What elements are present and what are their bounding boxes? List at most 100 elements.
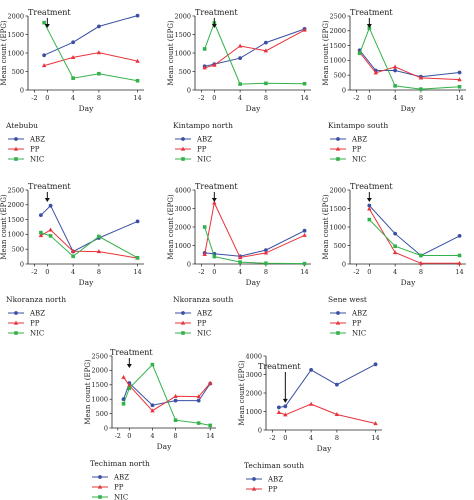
series-line-abz: [368, 205, 460, 257]
data-point-abz: [457, 70, 462, 75]
data-point-pp: [457, 77, 462, 82]
x-tick-label: 14: [300, 268, 308, 276]
x-axis-label: Day: [246, 104, 261, 113]
chart-panel-6: 0 500 1000 1500 2000 -2 0 4 8 14 Day Mean count (EP…: [322, 182, 466, 337]
series-line-pp: [204, 201, 305, 259]
treatment-label: Treatment: [110, 348, 153, 357]
y-tick-label: 1000: [174, 242, 191, 250]
data-point-pp: [263, 250, 269, 255]
y-tick-label: 0: [20, 260, 24, 268]
x-tick-label: 14: [300, 94, 308, 102]
data-point-pp: [302, 27, 307, 32]
data-point-nic: [150, 362, 155, 367]
legend-marker-pp: [251, 486, 257, 491]
treatment-label: Treatment: [195, 182, 238, 191]
x-tick-label: 4: [309, 434, 313, 442]
data-point-pp: [212, 200, 217, 205]
x-tick-label: 4: [393, 268, 397, 276]
data-point-pp: [202, 251, 207, 256]
data-point-pp: [96, 249, 102, 254]
data-point-pp: [308, 401, 314, 406]
x-tick-label: 0: [127, 432, 131, 440]
treatment-label: Treatment: [258, 362, 301, 371]
y-axis-label: Mean count (EPG): [322, 20, 330, 86]
x-axis-label: Day: [317, 444, 332, 453]
data-point-abz: [135, 13, 140, 18]
y-tick-label: 2500: [329, 12, 346, 20]
y-tick-label: 1000: [329, 223, 346, 231]
y-tick-label: 0: [187, 86, 191, 94]
data-point-nic: [419, 253, 423, 258]
chart-panel-5: 0 1000 2000 3000 4000 -2 0 4 8 14 Day Mean count (E…: [167, 182, 311, 337]
x-tick-label: 4: [150, 432, 154, 440]
legend-marker-pp: [335, 320, 341, 325]
legend-label-pp: PP: [352, 145, 362, 153]
x-axis-label: Day: [401, 104, 416, 113]
y-tick-label: 1500: [7, 216, 24, 224]
data-point-abz: [38, 213, 43, 218]
x-tick-label: 0: [212, 94, 216, 102]
y-tick-label: 0: [20, 86, 24, 94]
series-line-pp: [123, 377, 211, 412]
series-line-abz: [204, 230, 305, 257]
x-tick-label: 4: [393, 94, 397, 102]
y-axis-label: Mean count (EPG): [0, 194, 8, 260]
y-tick-label: 500: [12, 68, 24, 76]
treatment-label: Treatment: [350, 8, 393, 17]
data-point-pp: [135, 58, 140, 63]
data-point-nic: [393, 244, 397, 249]
y-tick-label: 1000: [174, 49, 191, 57]
data-point-abz: [263, 248, 268, 253]
x-tick-label: 14: [133, 268, 141, 276]
data-point-nic: [196, 421, 201, 425]
treatment-label: Treatment: [28, 182, 71, 191]
x-tick-label: 8: [264, 268, 268, 276]
site-name: Techiman north: [90, 459, 150, 468]
legend-marker-pp: [13, 146, 19, 151]
series-line-nic: [359, 26, 460, 90]
chart-panel-7: 0 500 1000 1500 2000 2500 -2 0 4 8 14 Day Mean count…: [84, 348, 216, 500]
data-point-nic: [97, 71, 101, 76]
legend-marker-nic: [181, 157, 185, 161]
x-tick-label: -2: [353, 268, 359, 276]
site-name: Nkoranza north: [6, 295, 66, 304]
legend-label-abz: ABZ: [267, 475, 283, 483]
legend-label-abz: ABZ: [29, 135, 45, 143]
legend-label-nic: NIC: [352, 329, 366, 337]
series-line-nic: [368, 219, 460, 256]
y-tick-label: 1500: [329, 42, 346, 50]
data-point-abz: [393, 68, 398, 73]
legend-label-pp: PP: [30, 145, 40, 153]
x-tick-label: 14: [206, 432, 214, 440]
data-point-pp: [96, 50, 102, 55]
data-point-pp: [373, 421, 378, 426]
data-point-abz: [283, 404, 288, 409]
x-tick-label: 14: [133, 94, 141, 102]
data-point-pp: [127, 382, 132, 387]
legend-marker-abz: [181, 311, 185, 315]
data-point-nic: [302, 261, 307, 266]
data-point-pp: [196, 394, 201, 399]
legend-label-pp: PP: [352, 319, 362, 327]
x-axis-label: Day: [79, 278, 94, 287]
data-point-abz: [309, 367, 314, 372]
legend-label-nic: NIC: [197, 155, 211, 163]
x-tick-label: 0: [45, 94, 49, 102]
data-point-nic: [367, 26, 372, 30]
x-tick-label: 14: [455, 94, 463, 102]
data-point-nic: [135, 255, 140, 260]
series-line-abz: [43, 15, 138, 56]
data-point-pp: [334, 412, 340, 417]
y-tick-label: 2000: [7, 12, 24, 20]
x-axis-label: Day: [79, 104, 94, 113]
legend-marker-nic: [14, 331, 18, 335]
legend-label-nic: NIC: [197, 329, 211, 337]
treatment-label: Treatment: [28, 8, 71, 17]
chart-panel-3: 0 500 1000 1500 2000 2500 -2 0 4 8 14 Day Mean count…: [322, 8, 466, 163]
legend-label-abz: ABZ: [113, 473, 129, 481]
y-tick-label: 500: [179, 68, 191, 76]
data-point-abz: [150, 403, 155, 408]
x-tick-label: 0: [283, 434, 287, 442]
data-point-nic: [71, 254, 75, 259]
legend-label-abz: ABZ: [196, 135, 212, 143]
